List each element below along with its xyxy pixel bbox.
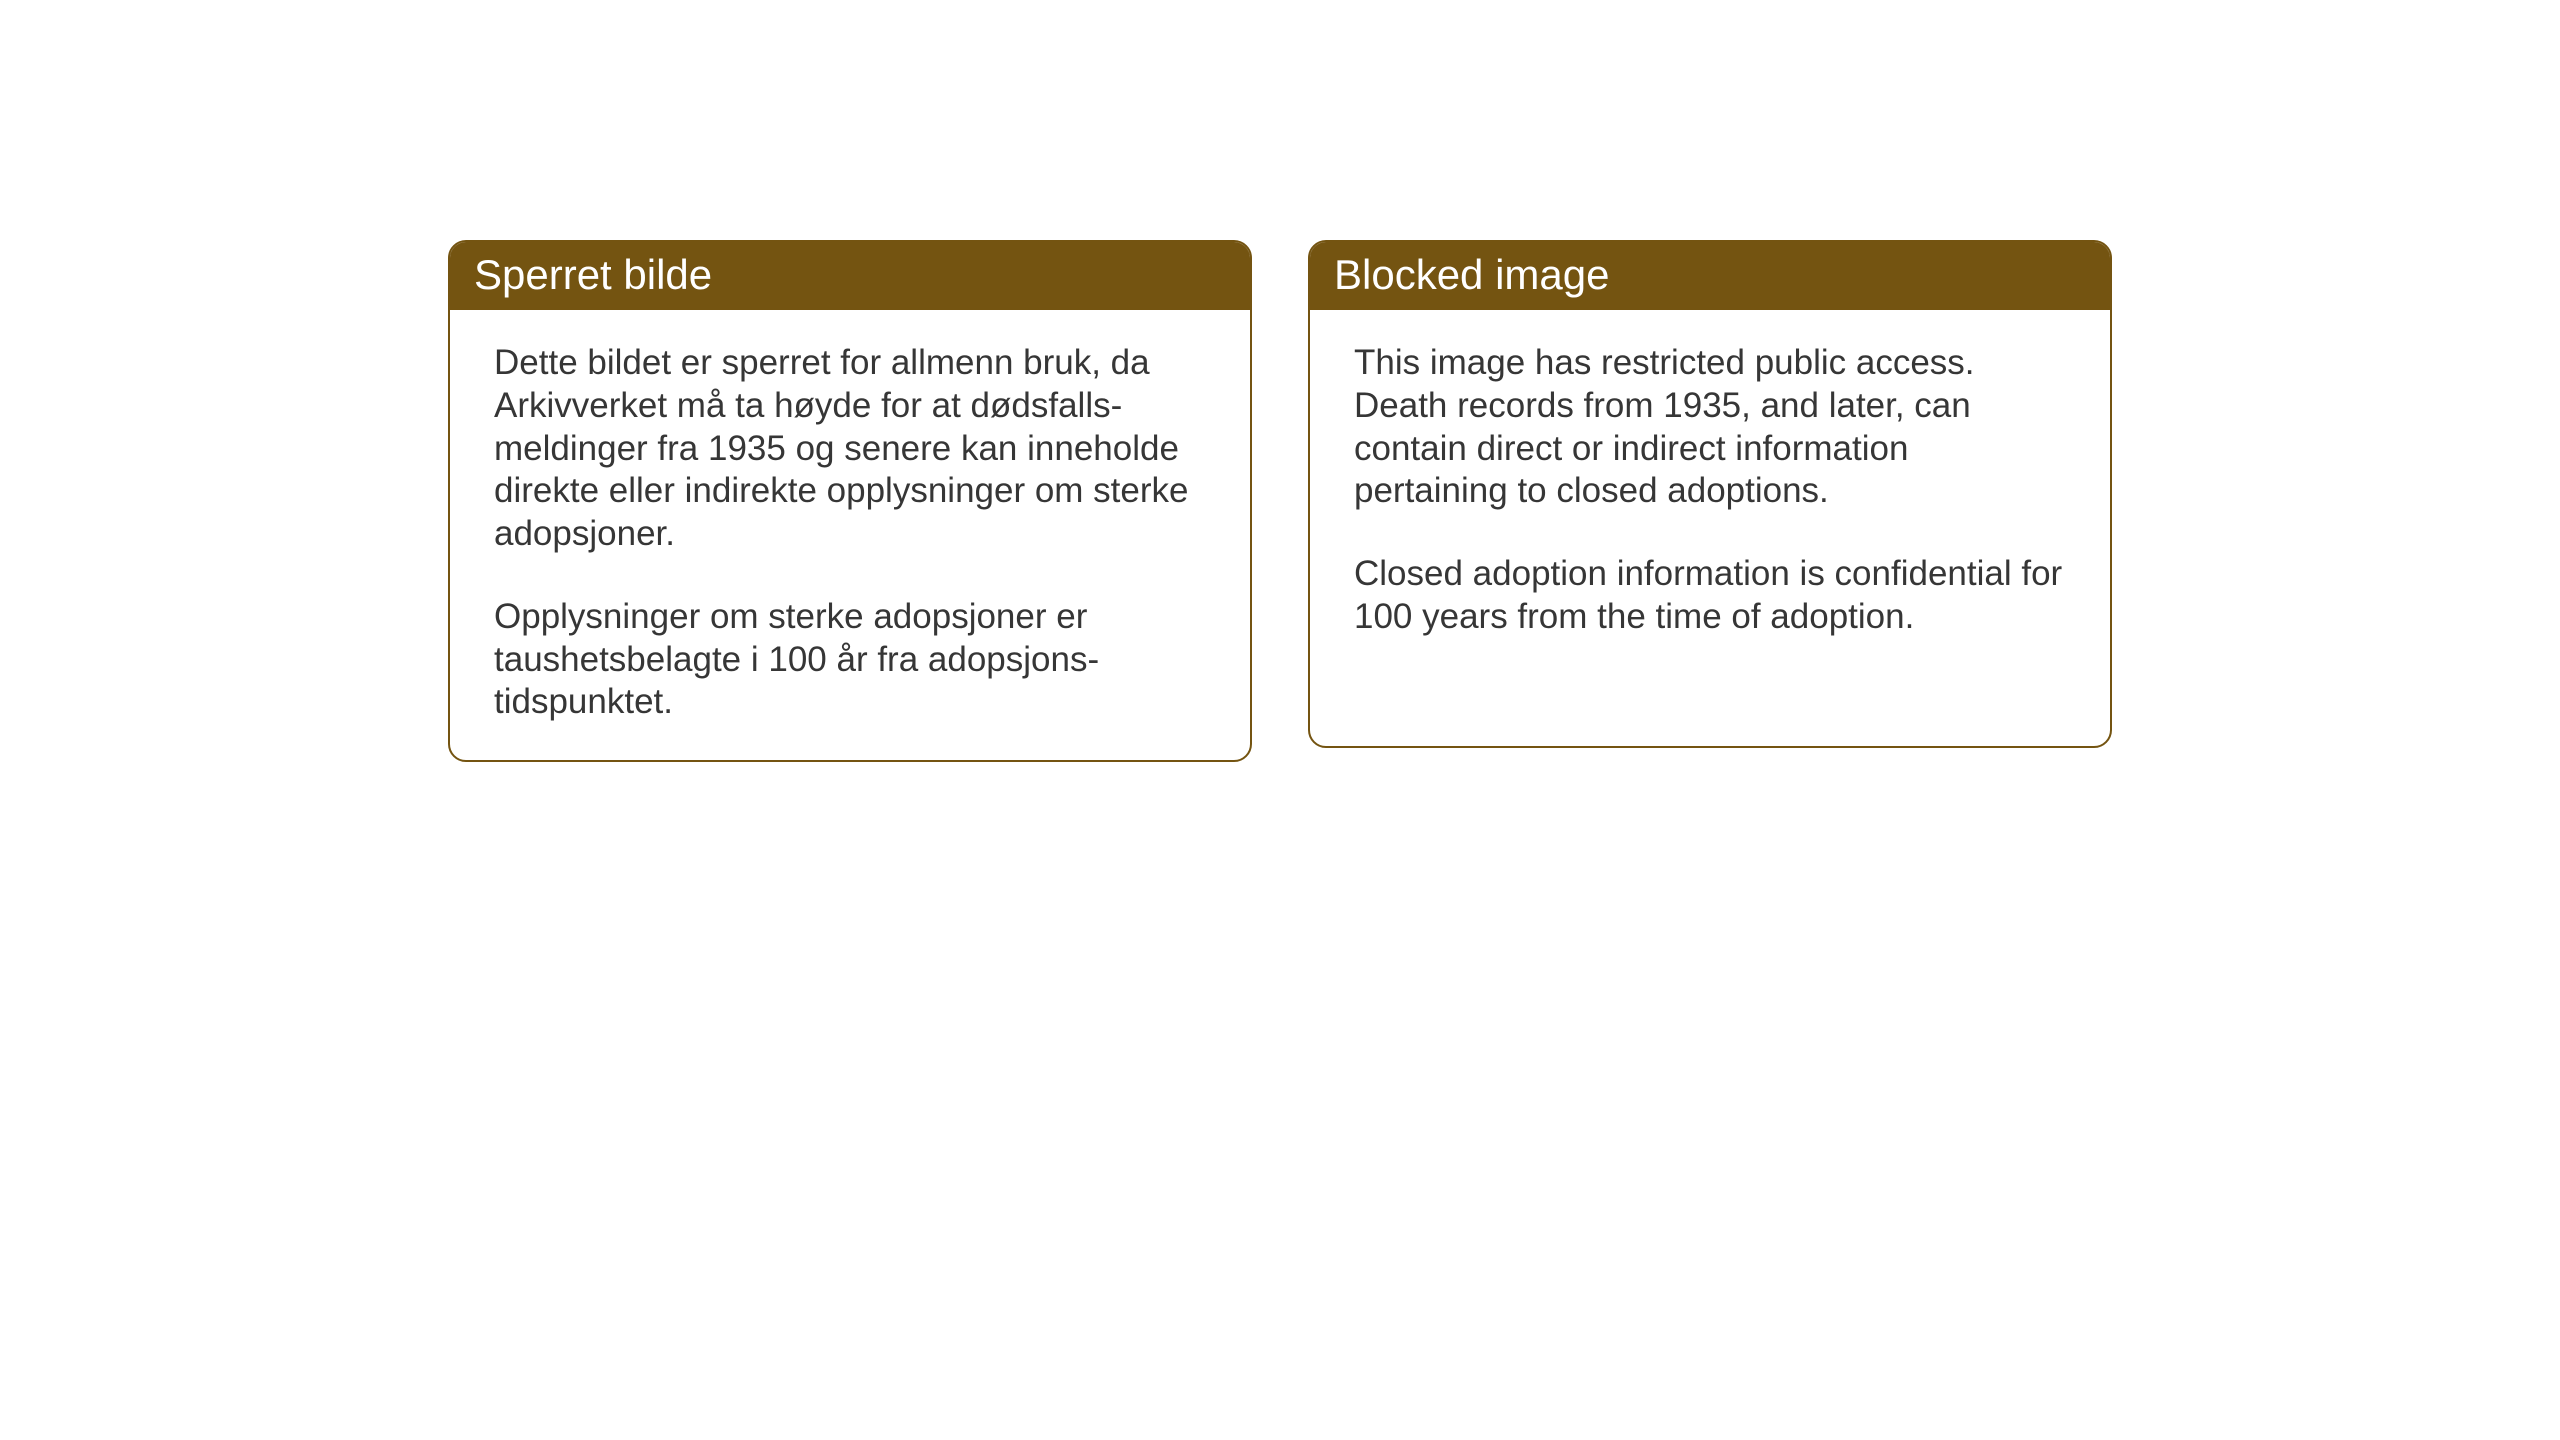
notice-card-norwegian: Sperret bilde Dette bildet er sperret fo… xyxy=(448,240,1252,762)
notice-cards-container: Sperret bilde Dette bildet er sperret fo… xyxy=(448,240,2112,762)
notice-card-english: Blocked image This image has restricted … xyxy=(1308,240,2112,748)
card-header-english: Blocked image xyxy=(1310,242,2110,310)
card-paragraph-2-english: Closed adoption information is confident… xyxy=(1354,553,2066,638)
card-paragraph-1-english: This image has restricted public access.… xyxy=(1354,342,2066,513)
card-body-norwegian: Dette bildet er sperret for allmenn bruk… xyxy=(450,310,1250,760)
card-header-norwegian: Sperret bilde xyxy=(450,242,1250,310)
card-title-norwegian: Sperret bilde xyxy=(474,251,712,298)
card-paragraph-1-norwegian: Dette bildet er sperret for allmenn bruk… xyxy=(494,342,1206,555)
card-body-english: This image has restricted public access.… xyxy=(1310,310,2110,674)
card-paragraph-2-norwegian: Opplysninger om sterke adopsjoner er tau… xyxy=(494,596,1206,724)
card-title-english: Blocked image xyxy=(1334,251,1609,298)
